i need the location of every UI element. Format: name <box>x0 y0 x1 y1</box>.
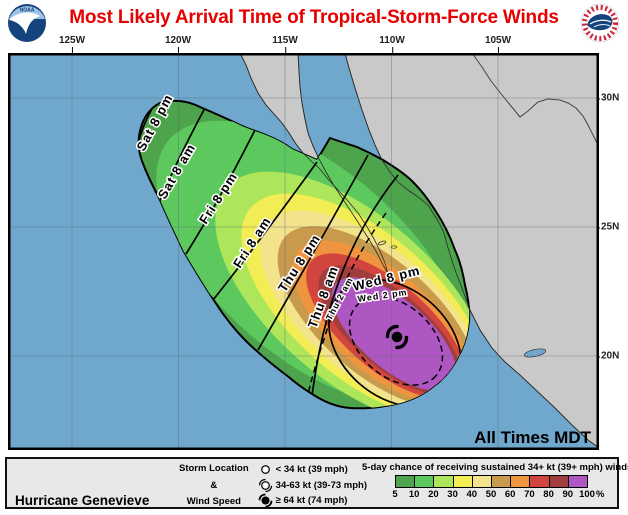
storm-location-legend-title: Storm Location & Wind Speed <box>179 463 249 507</box>
lake-chapala <box>523 348 547 358</box>
contour-fri-8pm <box>185 129 256 255</box>
storm-info: Hurricane Genevieve Wed. Aug. 19, 2020 9… <box>15 461 208 515</box>
colorbar-swatch <box>471 475 492 488</box>
map-border <box>8 53 599 450</box>
probability-tick-labels: 5 10 20 30 40 50 60 70 80 90 100% <box>392 488 610 500</box>
longitude-labels: 125W 120W 115W 110W 105W <box>0 35 628 53</box>
legend-bar: Hurricane Genevieve Wed. Aug. 19, 2020 9… <box>5 457 628 509</box>
colorbar-tick: 30 <box>447 489 458 500</box>
island <box>377 240 387 246</box>
colorbar-tick: 70 <box>524 489 535 500</box>
ts-symbol-icon <box>258 478 272 492</box>
probability-legend-title: 5-day chance of receiving sustained 34+ … <box>362 462 628 473</box>
storm-location-legend: Storm Location & Wind Speed < 34 kt (39 … <box>179 462 367 508</box>
wind-speed-legend-item: ≥ 64 kt (74 mph) <box>258 493 367 508</box>
lat-label: 25N <box>594 221 620 233</box>
wind-speed-legend-label: ≥ 64 kt (74 mph) <box>275 495 348 506</box>
colorbar-tick: 100 <box>579 489 595 500</box>
coastline-overlay <box>239 53 599 449</box>
island <box>390 245 398 249</box>
colorbar-swatch <box>529 475 550 488</box>
probability-legend: 5-day chance of receiving sustained 34+ … <box>362 462 628 500</box>
contour-sat-8am <box>159 107 206 202</box>
colorbar-swatch <box>433 475 454 488</box>
wind-speed-symbol-list: < 34 kt (39 mph) 34-63 kt (39-73 mph) ≥ 64… <box>258 462 367 508</box>
colorbar-swatch <box>452 475 473 488</box>
colorbar-swatch <box>567 475 588 488</box>
probability-colorbar <box>395 475 618 488</box>
lon-label: 110W <box>379 35 405 53</box>
colorbar-tick: 90 <box>562 489 574 500</box>
colorbar-swatch <box>510 475 531 488</box>
storm-center-hurricane-icon <box>385 324 409 350</box>
swath-bands <box>156 120 470 409</box>
lat-label: 30N <box>594 92 620 104</box>
lon-label: 105W <box>484 35 512 53</box>
contour-fri-8am <box>212 161 318 301</box>
colorbar-unit: % <box>596 489 605 500</box>
colorbar-tick: 5 <box>392 489 398 500</box>
wind-speed-legend-label: < 34 kt (39 mph) <box>275 464 348 475</box>
page-title: Most Likely Arrival Time of Tropical-Sto… <box>69 7 559 28</box>
storm-name: Hurricane Genevieve <box>15 493 150 508</box>
lat-label: 20N <box>594 350 620 362</box>
colorbar-tick: 50 <box>485 489 497 500</box>
colorbar-swatch <box>395 475 416 488</box>
nws-logo <box>580 3 620 43</box>
titlebar: NOAA Most Likely Arrival Time of Tropica… <box>0 0 628 46</box>
all-times-note: All Times MDT <box>474 428 591 447</box>
colorbar-swatch <box>548 475 569 488</box>
noaa-logo: NOAA <box>8 4 46 42</box>
lon-label: 115W <box>272 35 298 53</box>
grid-lines <box>8 53 599 450</box>
colorbar-tick: 40 <box>466 489 478 500</box>
colorbar-tick: 20 <box>428 489 439 500</box>
noaa-logo-text: NOAA <box>20 8 35 14</box>
wind-speed-legend-item: < 34 kt (39 mph) <box>258 462 367 477</box>
colorbar-swatch <box>490 475 512 488</box>
border-river <box>471 53 598 144</box>
contour-thu-2am <box>306 212 387 400</box>
colorbar-tick: 60 <box>504 489 516 500</box>
colorbar-swatch <box>414 475 435 488</box>
wind-speed-legend-item: 34-63 kt (39-73 mph) <box>258 478 367 493</box>
colorbar-tick: 80 <box>543 489 554 500</box>
circle-open-icon <box>260 465 270 474</box>
lon-label: 125W <box>58 35 86 53</box>
hurricane-symbol-icon <box>258 493 273 508</box>
contour-wed-2pm <box>348 296 444 386</box>
contour-thu-8pm <box>257 154 369 351</box>
lon-label: 120W <box>164 35 192 53</box>
wind-speed-legend-label: 34-63 kt (39-73 mph) <box>275 479 368 491</box>
colorbar-tick: 10 <box>408 489 420 500</box>
arrival-time-contours <box>138 100 462 408</box>
